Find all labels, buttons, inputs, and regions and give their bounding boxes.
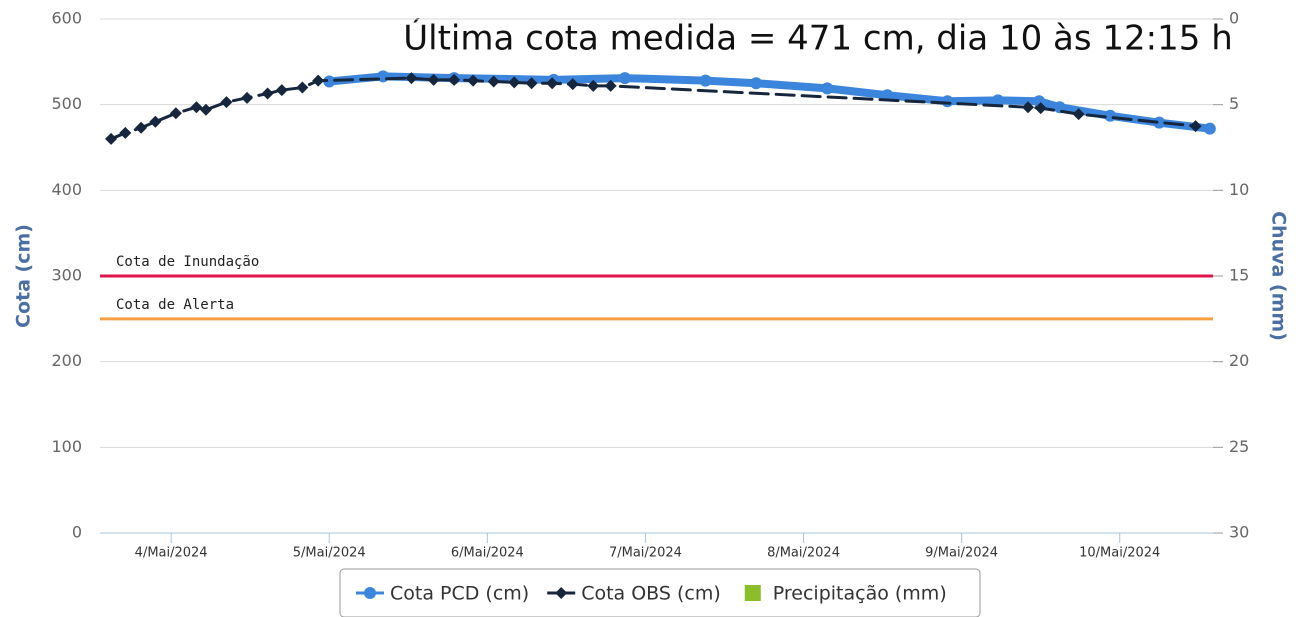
x-tick-label: 5/Mai/2024	[293, 546, 366, 561]
data-point	[1022, 101, 1035, 114]
data-point	[1189, 120, 1202, 133]
data-point	[546, 77, 559, 90]
data-point	[487, 75, 500, 88]
data-point	[1203, 122, 1216, 135]
data-point	[135, 121, 148, 134]
legend-marker	[744, 585, 761, 601]
y-tick-label: 300	[51, 266, 82, 285]
data-point	[467, 74, 480, 87]
data-point	[699, 74, 712, 87]
y2-axis-label: Chuva (mm)	[1268, 211, 1290, 341]
data-point	[169, 107, 182, 120]
y-tick-label: 400	[51, 180, 82, 199]
annotation: Última cota medida = 471 cm, dia 10 às 1…	[403, 18, 1233, 59]
data-point	[323, 75, 336, 88]
y2-tick-label: 25	[1229, 437, 1249, 456]
x-tick-label: 8/Mai/2024	[767, 546, 840, 561]
y-tick-label: 200	[51, 351, 82, 370]
x-tick-label: 9/Mai/2024	[925, 546, 998, 561]
y-axis-label: Cota (cm)	[13, 224, 35, 328]
y2-tick-label: 15	[1229, 266, 1249, 285]
data-point	[1153, 116, 1166, 129]
data-point	[296, 81, 309, 94]
data-point	[881, 89, 894, 102]
x-tick-label: 6/Mai/2024	[451, 546, 524, 561]
data-point	[821, 82, 834, 95]
y-tick-label: 0	[72, 523, 82, 542]
data-point	[119, 126, 132, 139]
data-point	[275, 84, 288, 97]
data-point	[220, 96, 233, 109]
data-point	[604, 79, 617, 92]
data-point	[199, 103, 212, 116]
y2-tick-label: 10	[1229, 180, 1249, 199]
y-tick-label: 100	[51, 437, 82, 456]
y-tick-label: 600	[51, 9, 82, 28]
y2-tick-label: 0	[1229, 9, 1239, 28]
x-tick-label: 4/Mai/2024	[135, 546, 208, 561]
y2-tick-label: 30	[1229, 523, 1249, 542]
data-point	[241, 91, 254, 104]
data-point	[312, 74, 325, 87]
y2-tick-label: 5	[1229, 94, 1239, 113]
data-point	[1034, 102, 1047, 115]
reference-label: Cota de Inundação	[116, 254, 259, 270]
data-point	[105, 132, 118, 145]
legend-box	[339, 568, 981, 617]
data-point	[1072, 108, 1085, 121]
reference-label: Cota de Alerta	[116, 297, 234, 313]
legend-label: Cota PCD (cm)	[390, 583, 529, 605]
legend-marker	[364, 587, 376, 599]
data-point	[149, 115, 162, 128]
data-point	[587, 79, 600, 92]
data-point	[376, 70, 389, 83]
data-point	[566, 78, 579, 91]
data-point	[448, 73, 461, 86]
data-point	[525, 77, 538, 90]
data-point	[261, 87, 274, 100]
series-line	[325, 72, 1214, 133]
data-point	[941, 95, 954, 108]
legend-label: Precipitação (mm)	[773, 583, 947, 605]
y-tick-label: 500	[51, 94, 82, 113]
legend-marker	[555, 587, 568, 599]
data-point	[508, 76, 521, 89]
y2-tick-label: 20	[1229, 351, 1249, 370]
data-point	[405, 72, 418, 85]
series-line	[109, 76, 1198, 141]
data-point	[427, 73, 440, 86]
data-point	[750, 77, 763, 90]
x-tick-label: 7/Mai/2024	[609, 546, 682, 561]
data-point	[618, 72, 631, 85]
legend-label: Cota OBS (cm)	[581, 583, 721, 605]
data-point	[190, 101, 203, 114]
x-tick-label: 10/Mai/2024	[1079, 546, 1160, 561]
data-point	[991, 94, 1004, 107]
